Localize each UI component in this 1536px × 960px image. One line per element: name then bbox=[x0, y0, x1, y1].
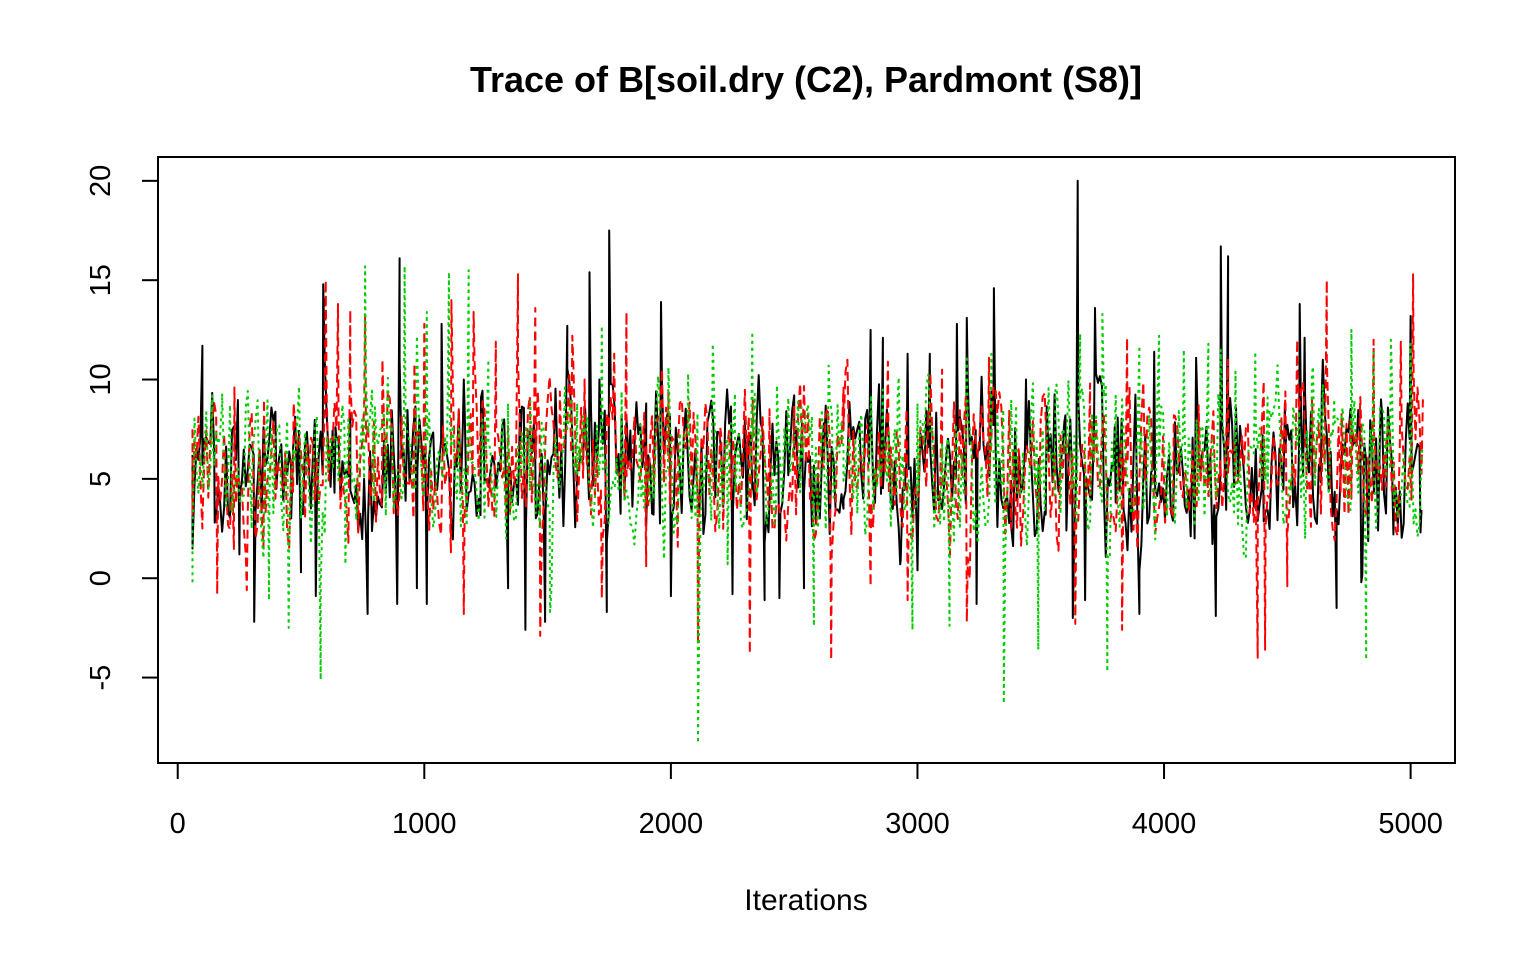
series-layer bbox=[191, 179, 1424, 745]
x-tick-label: 1000 bbox=[392, 808, 457, 840]
x-axis: 0 1000 2000 3000 4000 5000 bbox=[170, 762, 1443, 840]
x-tick-label: 4000 bbox=[1132, 808, 1197, 840]
y-tick-label: -5 bbox=[85, 665, 117, 691]
x-tick-label: 3000 bbox=[885, 808, 950, 840]
trace-line-chain-1 bbox=[191, 179, 1423, 631]
y-tick-label: 20 bbox=[85, 165, 117, 197]
y-tick-label: 15 bbox=[85, 264, 117, 296]
y-tick-label: 0 bbox=[85, 570, 117, 586]
y-tick-label: 5 bbox=[85, 471, 117, 487]
y-tick-label: 10 bbox=[85, 363, 117, 395]
y-axis: -5 0 5 10 15 20 bbox=[85, 165, 159, 691]
x-tick-label: 0 bbox=[170, 808, 186, 840]
x-axis-label: Iterations bbox=[744, 884, 867, 917]
trace-line-chain-3 bbox=[191, 265, 1424, 745]
x-tick-label: 2000 bbox=[639, 808, 704, 840]
x-tick-label: 5000 bbox=[1378, 808, 1443, 840]
chart-title: Trace of B[soil.dry (C2), Pardmont (S8)] bbox=[470, 59, 1142, 100]
